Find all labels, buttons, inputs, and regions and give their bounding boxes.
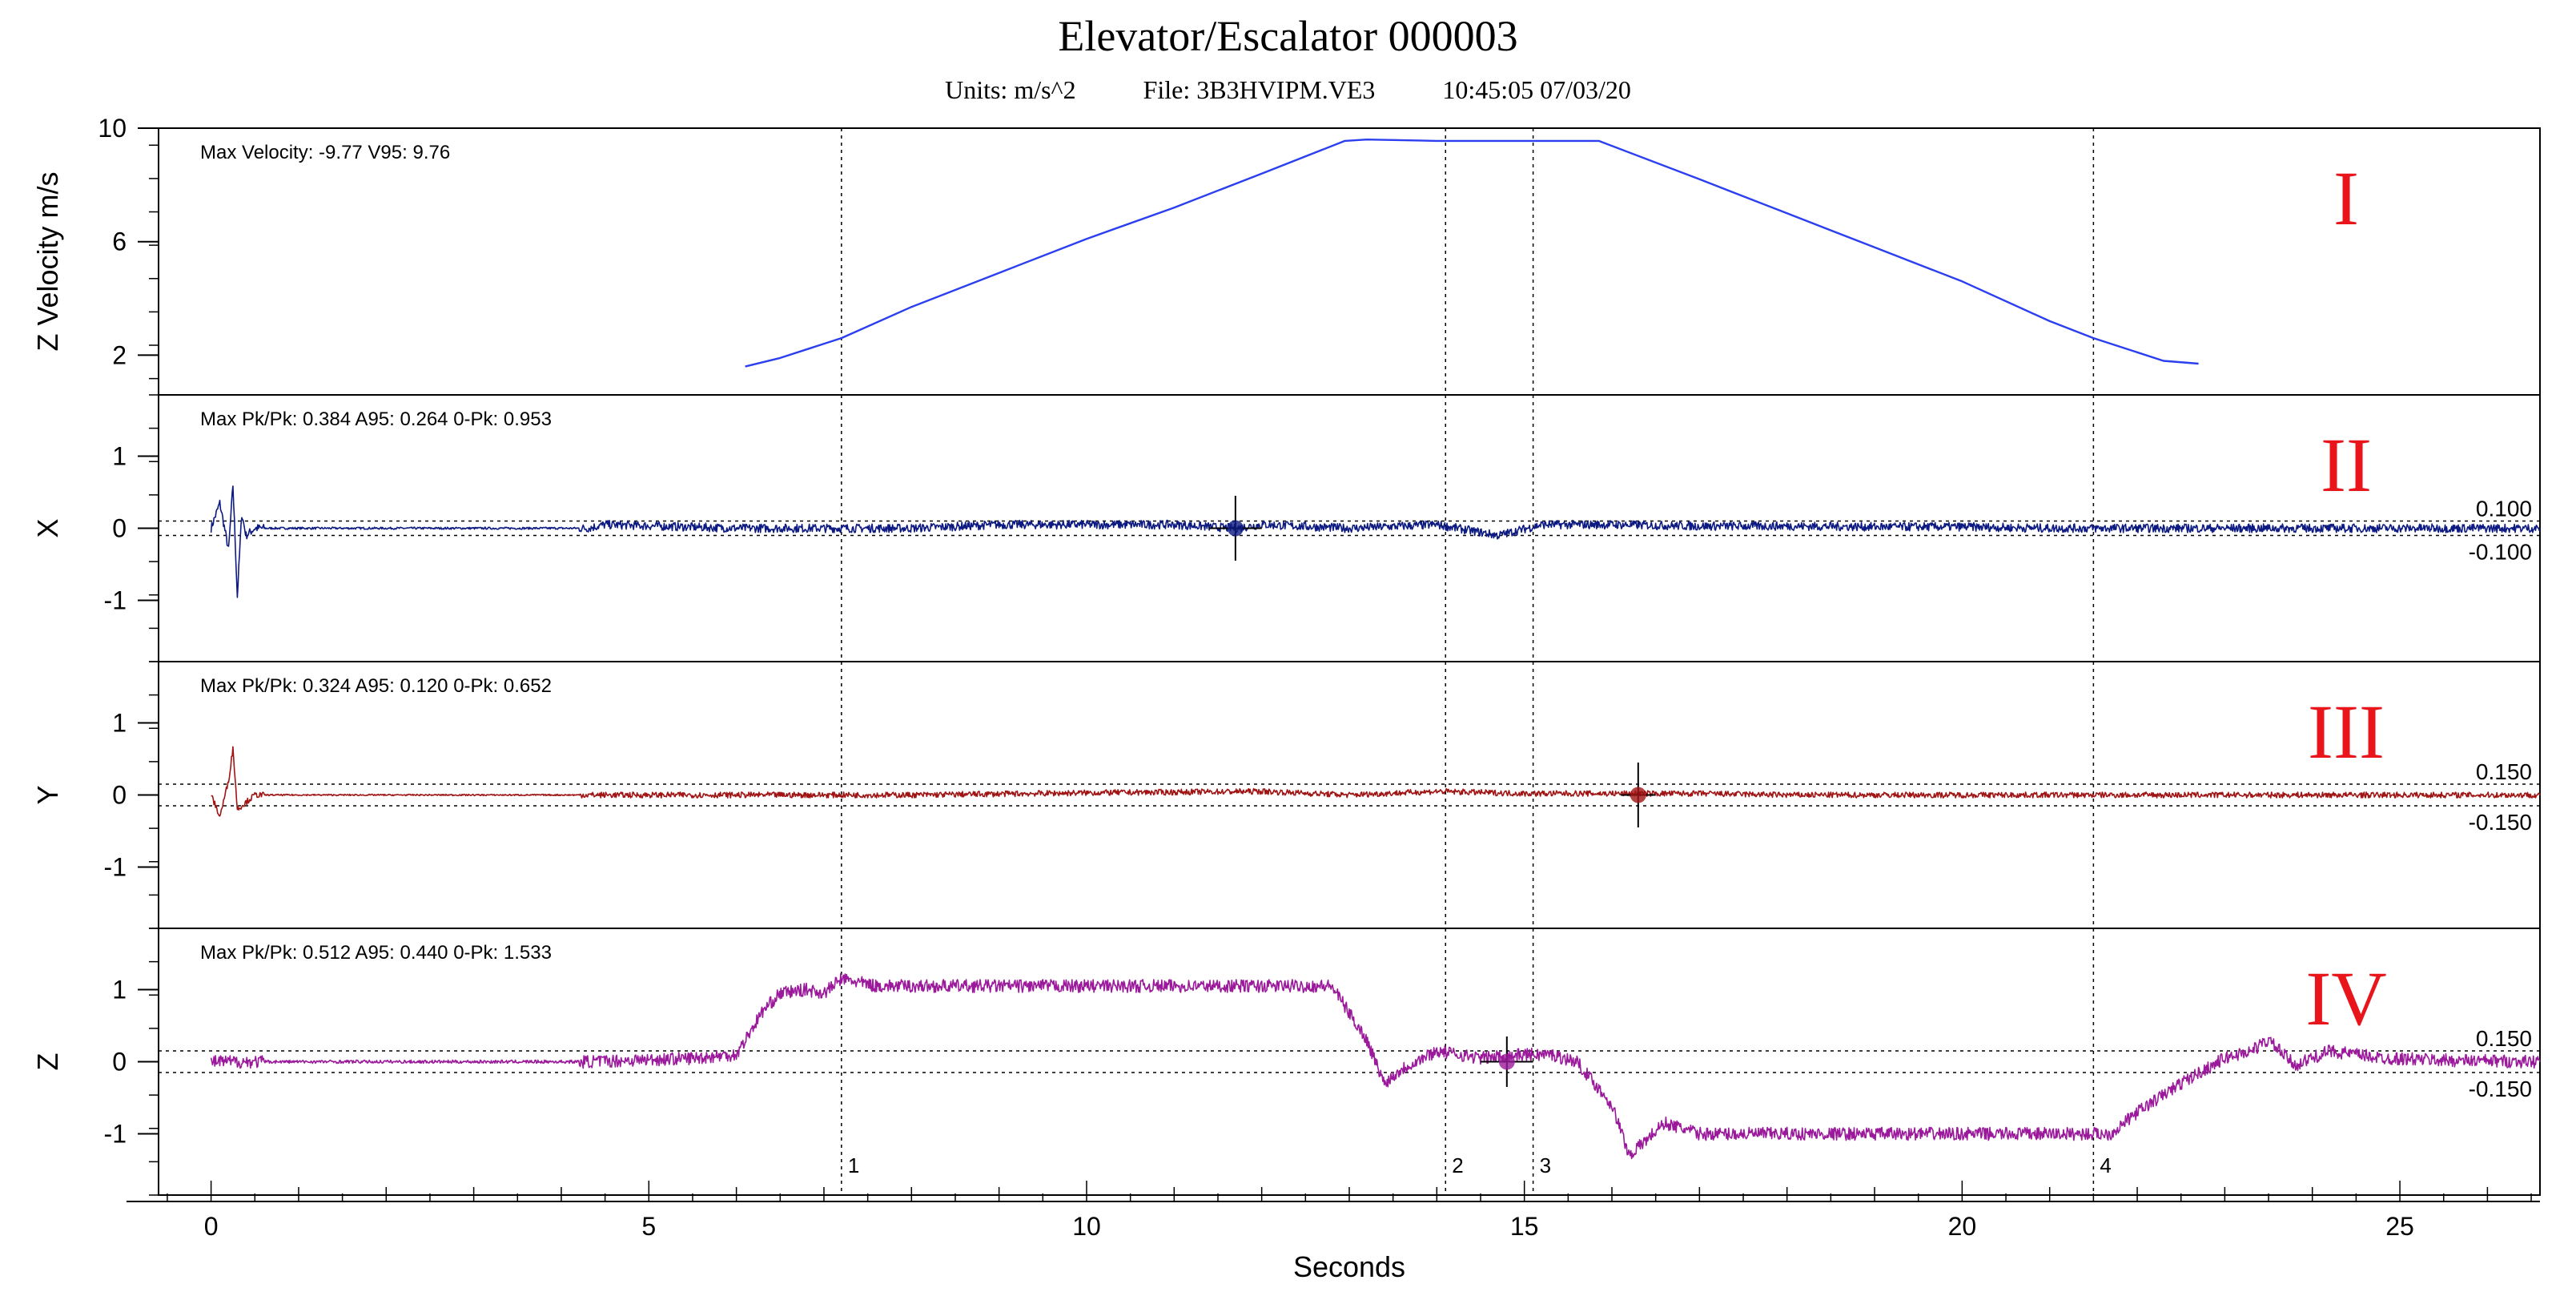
y-tick-label: 6	[112, 227, 127, 256]
panel-velocity: 2 6 10 Z Velocity m/s Max Velocity: -9.77 V9…	[31, 114, 2541, 396]
y-tick-label: 10	[98, 114, 127, 143]
x-tick-label: 15	[1510, 1212, 1539, 1241]
x-tick-label: 10	[1072, 1212, 1101, 1241]
marker-label: 1	[848, 1153, 859, 1177]
panel-numeral: II	[2321, 422, 2372, 508]
panel-numeral: I	[2333, 155, 2359, 241]
marker-label: 2	[1452, 1153, 1463, 1177]
y-tick-label: -1	[104, 853, 127, 882]
series-line-z	[210, 972, 2541, 1160]
y-axis-label: Z Velocity m/s	[31, 171, 64, 351]
chart-subtitle: Units: m/s^2 File: 3B3HVIPM.VE3 10:45:05 0…	[0, 75, 2576, 105]
x-tick-label: 0	[204, 1212, 219, 1241]
panel-z: -1 0 1 Z Max Pk/Pk: 0.512 A95: 0.440 0-Pk: 1…	[31, 928, 2541, 1196]
threshold-label: -0.150	[2469, 1077, 2532, 1101]
crosshair-dot	[1498, 1053, 1515, 1070]
threshold-label: 0.100	[2476, 497, 2532, 521]
units-label: Units: m/s^2	[945, 75, 1076, 104]
panel-stats: Max Velocity: -9.77 V95: 9.76	[200, 142, 450, 163]
series-line-velocity	[745, 138, 2199, 368]
y-tick-label: 2	[112, 340, 127, 369]
y-axis-label: Z	[31, 1053, 64, 1071]
y-tick-label: -1	[104, 586, 127, 615]
y-tick-label: -1	[104, 1120, 127, 1149]
x-axis-label: Seconds	[1293, 1250, 1405, 1283]
y-tick-label: 0	[112, 514, 127, 543]
threshold-label: 0.150	[2476, 759, 2532, 784]
panel-stats: Max Pk/Pk: 0.384 A95: 0.264 0-Pk: 0.953	[200, 409, 552, 430]
panel-x: -1 0 1 X Max Pk/Pk: 0.384 A95: 0.264 0-Pk: 0…	[31, 394, 2541, 662]
chart-title: Elevator/Escalator 000003	[1058, 12, 1518, 60]
marker-label: 4	[2100, 1153, 2111, 1177]
y-tick-label: 1	[112, 442, 127, 471]
datetime-label: 10:45:05 07/03/20	[1442, 75, 1631, 104]
file-label: File: 3B3HVIPM.VE3	[1143, 75, 1376, 104]
x-tick-label: 25	[2385, 1212, 2414, 1241]
panel-numeral: III	[2308, 689, 2385, 775]
series-line-x	[210, 485, 2541, 598]
crosshair-dot	[1227, 520, 1244, 537]
panel-stats: Max Pk/Pk: 0.324 A95: 0.120 0-Pk: 0.652	[200, 675, 552, 697]
y-tick-label: 0	[112, 781, 127, 810]
panel-frame	[158, 127, 2541, 396]
threshold-label: -0.100	[2469, 540, 2532, 565]
threshold-label: -0.150	[2469, 810, 2532, 835]
marker-label: 3	[1540, 1153, 1551, 1177]
y-axis-label: X	[31, 518, 64, 537]
y-tick-label: 0	[112, 1048, 127, 1077]
series-line-y	[211, 746, 2541, 817]
y-tick-label: 1	[112, 709, 127, 738]
threshold-label: 0.150	[2476, 1026, 2532, 1051]
panel-stats: Max Pk/Pk: 0.512 A95: 0.440 0-Pk: 1.533	[200, 942, 552, 964]
y-tick-label: 1	[112, 976, 127, 1004]
y-axis-label: Y	[31, 785, 64, 804]
x-tick-label: 20	[1948, 1212, 1977, 1241]
panel-y: -1 0 1 Y Max Pk/Pk: 0.324 A95: 0.120 0-Pk: 0…	[31, 661, 2541, 929]
crosshair-dot	[1630, 787, 1646, 803]
panel-numeral: IV	[2305, 956, 2386, 1041]
x-tick-label: 5	[641, 1212, 656, 1241]
